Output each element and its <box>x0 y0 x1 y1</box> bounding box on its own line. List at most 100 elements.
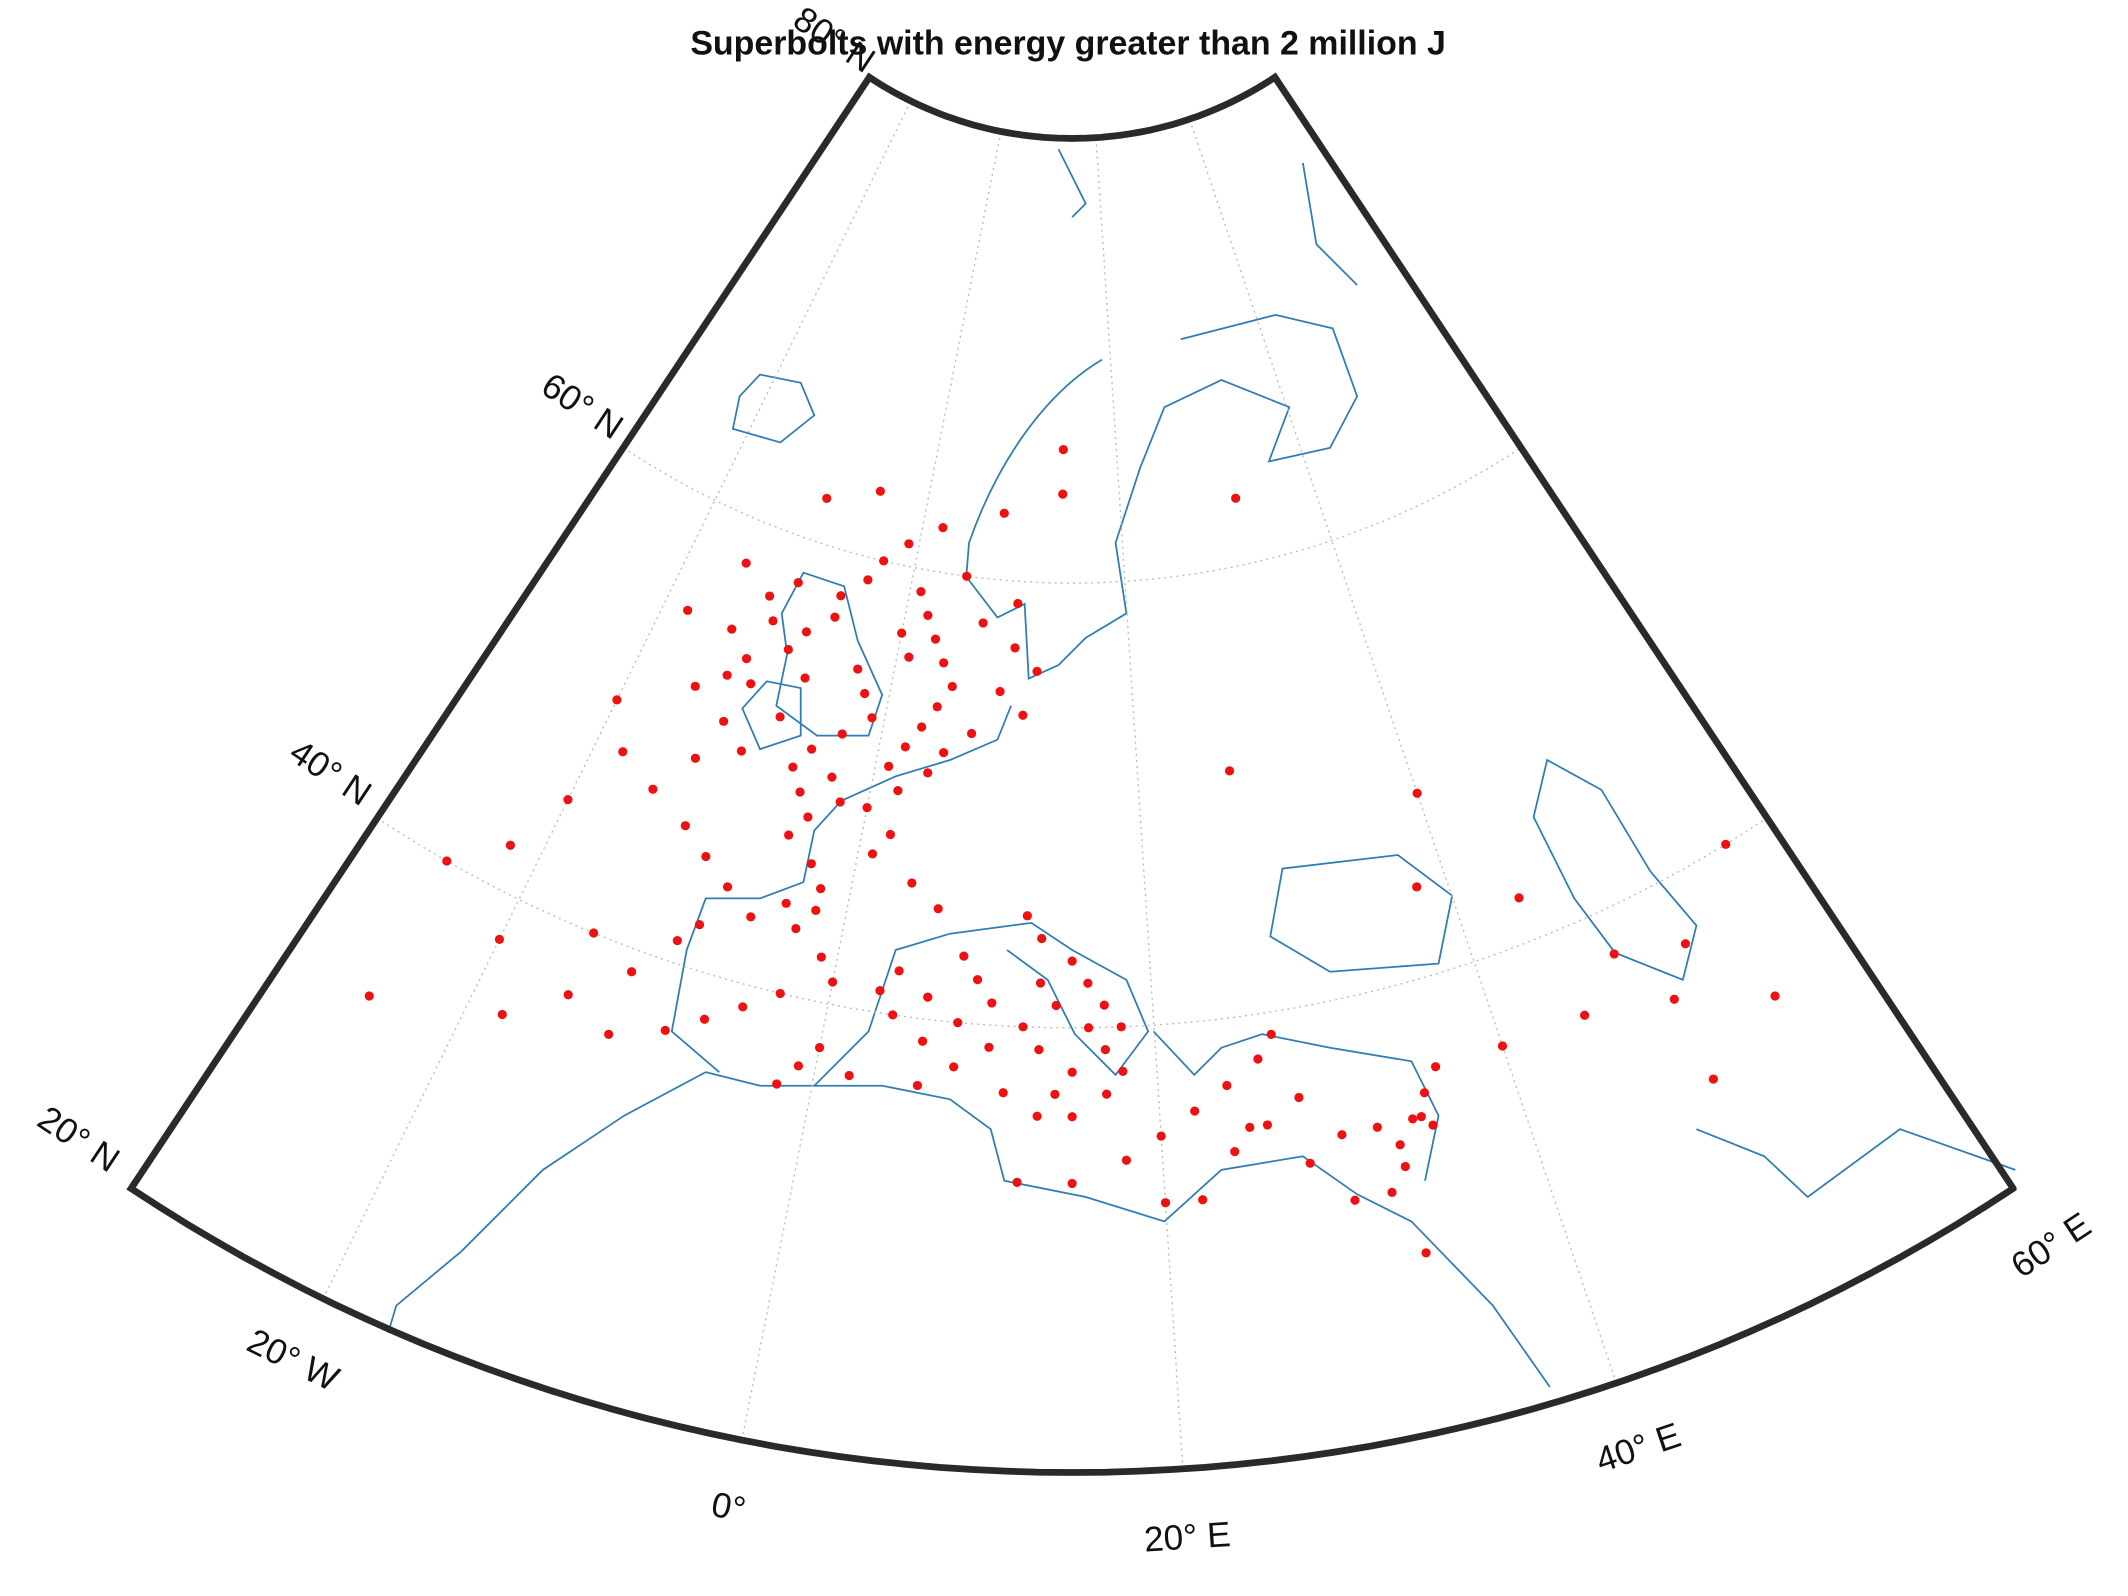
superbolt-point <box>793 578 803 588</box>
superbolt-point <box>806 859 816 869</box>
superbolt-point <box>1305 1158 1315 1168</box>
superbolt-point <box>1387 1187 1397 1197</box>
superbolt-point <box>995 686 1005 697</box>
superbolt-point <box>1058 445 1068 455</box>
superbolt-point <box>1514 893 1524 903</box>
superbolt-point <box>827 977 838 987</box>
superbolt-point <box>741 654 752 664</box>
superbolt-point <box>822 493 832 503</box>
superbolt-point <box>746 679 756 689</box>
superbolt-point <box>1018 710 1028 720</box>
superbolt-point <box>1116 1022 1126 1032</box>
superbolt-point <box>618 747 628 757</box>
superbolt-point <box>836 591 846 601</box>
lat-label: 60° N <box>535 366 630 448</box>
superbolt-point <box>680 821 690 831</box>
lon-label: 20° W <box>241 1321 345 1399</box>
superbolt-point <box>1037 933 1047 944</box>
superbolt-point <box>894 966 904 976</box>
superbolt-point <box>844 1070 854 1081</box>
superbolt-point <box>862 803 872 813</box>
superbolt-point <box>1224 766 1235 776</box>
lat-label: 40° N <box>283 732 378 814</box>
superbolt-point <box>999 508 1009 518</box>
superbolt-point <box>772 1079 782 1089</box>
superbolt-point <box>1012 1177 1022 1187</box>
superbolt-point <box>1018 1022 1028 1032</box>
superbolt-point <box>741 558 751 568</box>
superbolt-point <box>791 923 801 934</box>
coastline <box>965 313 1359 680</box>
superbolt-point <box>916 586 926 597</box>
superbolt-point <box>1190 1106 1200 1116</box>
superbolt-point <box>788 762 798 772</box>
superbolt-point <box>1669 994 1679 1004</box>
superbolt-point <box>648 784 658 794</box>
superbolt-point <box>1050 1089 1060 1100</box>
points <box>364 445 1780 1258</box>
superbolt-point <box>494 934 505 945</box>
superbolt-point <box>1421 1248 1431 1258</box>
coastline <box>813 921 1150 1087</box>
coastline <box>1532 758 1698 982</box>
coastline <box>387 1071 707 1333</box>
superbolt-point <box>364 991 374 1001</box>
superbolt-point <box>719 716 729 726</box>
coastline <box>1269 854 1454 973</box>
superbolt-point <box>907 878 917 888</box>
superbolt-point <box>1231 493 1241 503</box>
grid-line <box>1188 118 1618 1384</box>
superbolt-point <box>1497 1041 1508 1051</box>
superbolt-point <box>612 695 622 705</box>
superbolt-point <box>884 761 894 771</box>
superbolt-point <box>893 786 903 796</box>
superbolt-point <box>781 898 791 908</box>
coastline <box>1696 1128 2016 1199</box>
labels: 20° W0°20° E40° E60° E20° N40° N60° N80°… <box>31 0 2098 1560</box>
superbolt-point <box>917 1036 928 1046</box>
superbolt-point <box>497 1009 507 1020</box>
superbolt-point <box>978 618 988 628</box>
superbolt-point <box>793 1061 804 1071</box>
superbolt-point <box>949 1062 959 1072</box>
superbolt-point <box>1245 1122 1255 1132</box>
superbolt-point <box>699 1014 710 1024</box>
coastline <box>670 705 1012 1073</box>
superbolt-point <box>1350 1195 1360 1205</box>
superbolt-point <box>1412 788 1422 798</box>
grid-line <box>130 1187 2014 1474</box>
superbolt-point <box>827 772 837 782</box>
superbolt-point <box>953 1017 963 1028</box>
superbolt-point <box>885 829 896 840</box>
superbolt-point <box>860 688 870 699</box>
superbolt-point <box>1408 1114 1418 1124</box>
coastline <box>731 373 816 444</box>
superbolt-point <box>1022 911 1032 921</box>
superbolt-point <box>784 830 794 840</box>
superbolt-point <box>1100 1045 1111 1055</box>
superbolt-point <box>1118 1066 1128 1076</box>
superbolt-point <box>690 753 701 763</box>
superbolt-point <box>694 920 705 930</box>
superbolt-point <box>1067 956 1077 966</box>
superbolt-point <box>1083 1023 1094 1033</box>
superbolt-point <box>875 486 885 496</box>
superbolt-point <box>806 744 817 754</box>
superbolt-point <box>867 713 877 723</box>
lon-label: 0° <box>708 1485 749 1530</box>
superbolt-point <box>947 681 957 692</box>
superbolt-point <box>1680 939 1691 949</box>
grid-line <box>741 131 1002 1441</box>
grid-line <box>376 817 1768 1029</box>
superbolt-point <box>939 748 949 758</box>
superbolt-point <box>863 575 873 585</box>
superbolt-point <box>959 951 969 961</box>
superbolt-point <box>1230 1147 1240 1157</box>
superbolt-point <box>987 998 997 1008</box>
coastline <box>775 571 884 737</box>
coastlines <box>387 148 2016 1388</box>
superbolt-point <box>1372 1122 1382 1132</box>
superbolt-point <box>830 612 840 622</box>
superbolt-point <box>701 851 711 862</box>
